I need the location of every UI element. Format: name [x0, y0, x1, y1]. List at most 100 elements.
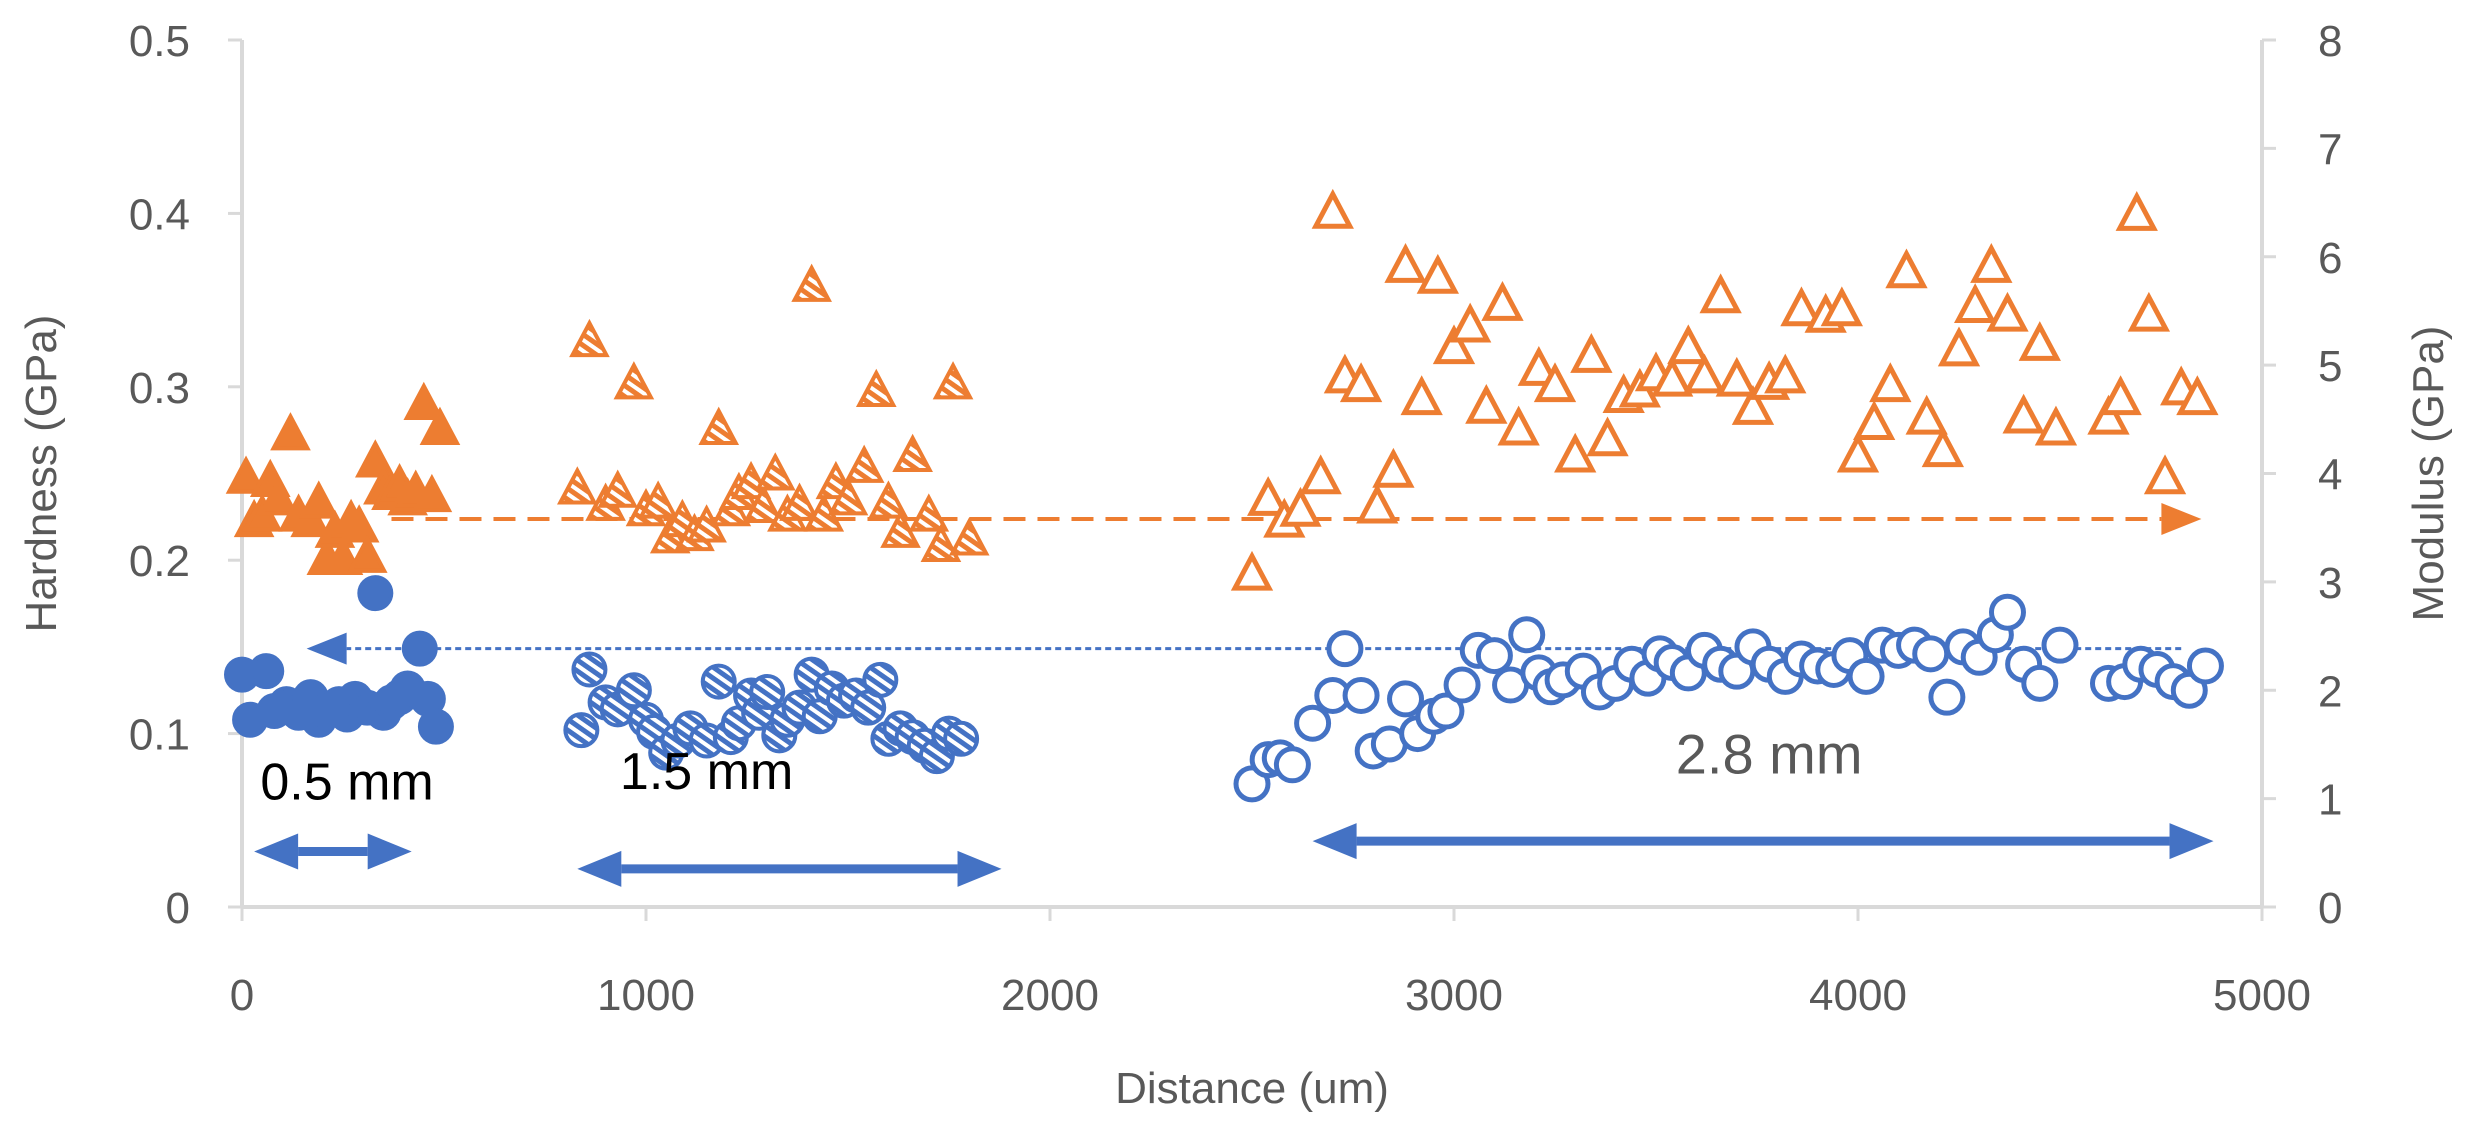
modulus-point — [411, 473, 453, 513]
x-tick-label: 1000 — [597, 971, 695, 1020]
range-arrow-head-right — [367, 833, 412, 870]
hardness-point — [1294, 704, 1332, 742]
hardness-point — [401, 630, 438, 667]
range-annotation-label: 2.8 mm — [1676, 722, 1863, 785]
modulus-point — [1683, 353, 1726, 394]
left-y-tick-label: 0.4 — [129, 190, 190, 239]
modulus-point — [779, 482, 820, 521]
modulus-point — [1986, 291, 2029, 332]
modulus-point — [1937, 326, 1981, 367]
hardness-point — [1475, 637, 1513, 675]
modulus-point — [892, 433, 933, 473]
modulus-point — [1731, 385, 1775, 425]
modulus-point — [1554, 432, 1597, 473]
modulus-point — [338, 504, 380, 543]
modulus-point — [1384, 243, 1427, 283]
hardness-point — [2021, 664, 2059, 702]
modulus-point — [1279, 486, 1322, 527]
hardness-point — [357, 575, 394, 612]
left-y-tick-label: 0.3 — [129, 364, 190, 413]
right-y-tick-label: 0 — [2318, 884, 2342, 933]
modulus-point — [613, 361, 655, 400]
modulus-point — [1836, 432, 1880, 473]
modulus-point — [1372, 447, 1415, 488]
hardness-point — [1988, 593, 2026, 631]
hardness-point — [1273, 746, 1311, 784]
modulus-point — [2018, 321, 2061, 361]
reference-arrows — [254, 503, 2214, 887]
modulus-point — [1449, 302, 1492, 343]
x-tick-label: 4000 — [1809, 971, 1907, 1020]
modulus-point — [1416, 253, 1459, 294]
trend-arrow-head — [306, 632, 347, 665]
left-y-tick-label: 0 — [166, 884, 190, 933]
modulus-point — [908, 493, 950, 532]
modulus-point — [1570, 333, 1613, 373]
hardness-point — [1912, 635, 1950, 673]
hardness-point — [749, 673, 786, 710]
modulus-point — [920, 523, 962, 562]
hardness-point — [417, 708, 454, 745]
range-annotation-label: 0.5 mm — [260, 753, 433, 811]
modulus-point — [290, 498, 332, 538]
x-axis-title: Distance (um) — [1115, 1064, 1389, 1113]
modulus-point — [1497, 405, 1540, 446]
modulus-point — [948, 517, 990, 556]
hardness-point — [248, 653, 285, 690]
modulus-point — [1586, 416, 1629, 457]
modulus-point — [1869, 362, 1912, 403]
modulus-point — [932, 361, 974, 400]
modulus-point — [1667, 324, 1710, 365]
hardness-point — [700, 663, 737, 700]
x-tick-label: 3000 — [1405, 971, 1503, 1020]
hardness-point — [615, 672, 652, 709]
modulus-point — [827, 477, 869, 516]
hardness-point — [563, 712, 600, 749]
modulus-point — [2087, 394, 2130, 435]
modulus-point — [2034, 405, 2078, 446]
modulus-point — [1533, 362, 1577, 403]
range-arrow-head-right — [957, 850, 1002, 887]
right-y-tick-label: 8 — [2318, 17, 2342, 66]
right-y-tick-label: 5 — [2318, 342, 2342, 391]
modulus-point — [742, 484, 784, 523]
modulus-point — [569, 318, 610, 358]
x-tick-label: 2000 — [1001, 971, 1099, 1020]
hardness-point — [1847, 657, 1885, 695]
modulus-point — [1921, 427, 1964, 468]
modulus-point — [1339, 362, 1383, 403]
modulus-point — [880, 509, 921, 548]
hardness-point — [571, 651, 608, 688]
trend-arrow-head — [2161, 503, 2202, 536]
modulus-point — [1651, 356, 1694, 397]
modulus-point — [403, 381, 445, 421]
modulus-point — [1481, 280, 1524, 321]
right-y-axis-title: Modulus (GPa) — [2404, 326, 2453, 622]
modulus-point — [1885, 248, 1928, 289]
modulus-point — [2176, 375, 2219, 416]
modulus-point — [1970, 243, 2013, 283]
modulus-point — [1905, 394, 1948, 435]
modulus-point — [1954, 283, 1997, 323]
modulus-point — [868, 480, 909, 519]
modulus-point — [698, 406, 740, 445]
modulus-point — [1230, 550, 1274, 591]
modulus-point — [2099, 375, 2142, 416]
modulus-point — [270, 412, 311, 451]
hardness-point — [1387, 680, 1425, 718]
modulus-point — [1699, 273, 1742, 314]
modulus-point — [597, 469, 639, 508]
hardness-point — [1326, 630, 1364, 668]
hardness-point — [862, 661, 899, 698]
range-arrow-head-left — [1312, 823, 1357, 860]
modulus-point — [258, 477, 299, 516]
modulus-point — [1517, 346, 1560, 386]
modulus-point — [419, 406, 461, 445]
modulus-point — [346, 534, 388, 573]
modulus-point — [2002, 393, 2045, 434]
modulus-point — [1247, 476, 1290, 516]
modulus-point — [843, 444, 885, 483]
modulus-point — [1780, 286, 1823, 327]
right-y-tick-label: 3 — [2318, 559, 2342, 608]
